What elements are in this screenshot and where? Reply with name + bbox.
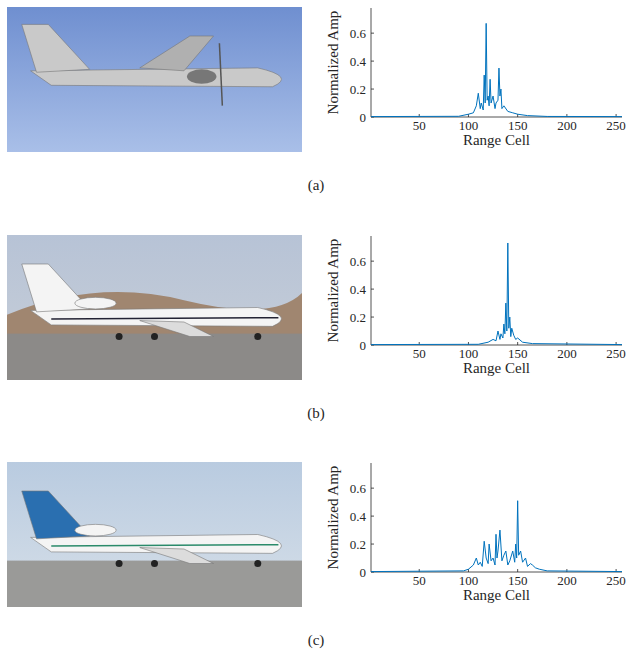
photo-sky [7, 235, 302, 380]
y-tick-label: 0.6 [350, 254, 367, 269]
x-tick-label: 150 [508, 118, 528, 133]
photo-sky [7, 462, 302, 607]
x-tick-label: 250 [606, 346, 626, 361]
photo-gear [151, 333, 158, 340]
photo-gear [254, 333, 261, 340]
panel: 50 100 150 200 250 0 0.2 0.4 0.6 Range Cell Normal… [7, 7, 626, 194]
x-axis-title: Range Cell [463, 587, 530, 603]
x-axis-title: Range Cell [463, 132, 530, 148]
y-tick-label: 0.4 [350, 54, 367, 69]
y-tick-label: 0.6 [350, 26, 367, 41]
y-tick [371, 488, 374, 489]
photo-wing [140, 36, 214, 71]
photo-tarmac [7, 334, 302, 380]
y-tick-label: 0 [360, 565, 367, 580]
x-tick-label: 200 [557, 346, 577, 361]
aircraft-photo [7, 235, 302, 380]
y-axis-title: Normalized Amp [325, 239, 341, 343]
photo-engine [75, 297, 116, 309]
photo-gear [254, 560, 261, 567]
range-profile-line [371, 501, 622, 572]
x-tick-label: 100 [459, 118, 479, 133]
photo-gear [151, 560, 158, 567]
photo-sky [7, 7, 302, 152]
photo-tarmac [7, 561, 302, 607]
photo-engine [75, 524, 116, 536]
x-tick-label: 50 [413, 346, 426, 361]
photo-wing [140, 321, 214, 337]
y-tick [371, 89, 374, 90]
y-axis [371, 8, 372, 117]
y-axis-title: Normalized Amp [325, 11, 341, 115]
y-tick-label: 0.2 [350, 310, 366, 325]
y-tick-label: 0.2 [350, 537, 366, 552]
y-axis [371, 463, 372, 572]
photo-gear [116, 560, 123, 567]
aircraft-photo [7, 462, 302, 607]
photo-gear [116, 333, 123, 340]
photo-stripe [51, 318, 278, 319]
y-axis-title: Normalized Amp [325, 466, 341, 570]
x-tick-label: 150 [508, 346, 528, 361]
x-tick-label: 100 [459, 573, 479, 588]
plot-area [371, 243, 622, 345]
range-profile-line [371, 23, 622, 116]
photo-tail [22, 24, 90, 72]
x-tick-label: 200 [557, 573, 577, 588]
panel-label: (b) [307, 405, 325, 422]
y-tick-label: 0 [360, 110, 367, 125]
y-tick [371, 317, 374, 318]
y-tick [371, 516, 374, 517]
y-axis [371, 236, 372, 345]
panel: 50 100 150 200 250 0 0.2 0.4 0.6 Range Cell Normal… [7, 235, 626, 422]
x-axis-title: Range Cell [463, 360, 530, 376]
photo-stripe [51, 545, 278, 546]
panel: 50 100 150 200 250 0 0.2 0.4 0.6 Range Cell Normal… [7, 462, 626, 649]
x-tick-label: 50 [413, 573, 426, 588]
x-tick-label: 200 [557, 118, 577, 133]
x-tick-label: 250 [606, 573, 626, 588]
x-tick-label: 50 [413, 118, 426, 133]
plot-area [371, 501, 622, 572]
y-tick [371, 261, 374, 262]
figure: 50 100 150 200 250 0 0.2 0.4 0.6 Range Cell Normal… [0, 0, 631, 660]
aircraft-photo [7, 7, 302, 152]
x-tick [517, 342, 518, 345]
range-profile-line [371, 243, 622, 345]
plot-area [371, 23, 622, 116]
x-tick-label: 150 [508, 573, 528, 588]
y-tick-label: 0.4 [350, 509, 367, 524]
y-tick-label: 0.6 [350, 481, 367, 496]
panel-label: (c) [308, 632, 325, 649]
y-tick-label: 0 [360, 338, 367, 353]
y-tick [371, 289, 374, 290]
y-tick-label: 0.2 [350, 82, 366, 97]
x-tick-label: 250 [606, 118, 626, 133]
x-tick [517, 569, 518, 572]
photo-wing [140, 548, 214, 564]
y-tick [371, 544, 374, 545]
photo-engine [187, 69, 217, 84]
photo-propeller [219, 43, 222, 105]
y-tick [371, 33, 374, 34]
y-tick [371, 61, 374, 62]
panel-label: (a) [308, 177, 325, 194]
x-tick-label: 100 [459, 346, 479, 361]
y-tick-label: 0.4 [350, 282, 367, 297]
